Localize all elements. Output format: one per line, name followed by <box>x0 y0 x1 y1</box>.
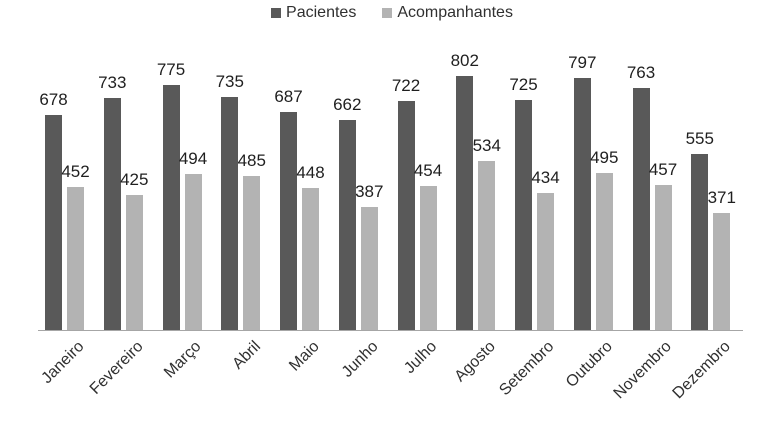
x-axis-label-agosto: Agosto <box>451 338 499 386</box>
value-label-pacientes-novembro: 763 <box>626 63 656 82</box>
bar-pacientes-fevereiro <box>103 98 121 330</box>
bar-acompanhantes-fevereiro <box>125 195 143 330</box>
bar-pacientes-agosto <box>456 76 474 330</box>
bar-acompanhantes-marco <box>184 174 202 330</box>
value-label-pacientes-fevereiro: 733 <box>98 73 127 92</box>
value-label-acompanhantes-abril: 485 <box>237 151 266 170</box>
bar-pacientes-dezembro <box>691 154 709 330</box>
value-label-acompanhantes-marco: 494 <box>178 149 208 168</box>
x-axis-label-dezembro: Dezembro <box>669 338 734 403</box>
x-axis-label-julho: Julho <box>400 338 440 378</box>
value-label-pacientes-janeiro: 678 <box>39 90 68 109</box>
bar-acompanhantes-julho <box>419 186 437 330</box>
bar-pacientes-outubro <box>573 78 591 330</box>
value-label-pacientes-julho: 722 <box>391 76 421 95</box>
bar-pacientes-setembro <box>515 100 532 330</box>
x-axis-line <box>38 330 743 331</box>
x-axis-label-outubro: Outubro <box>563 338 617 391</box>
bar-pacientes-marco <box>162 85 180 330</box>
value-label-pacientes-junho: 662 <box>333 95 362 114</box>
x-axis-label-fevereiro: Fevereiro <box>86 338 147 398</box>
bar-acompanhantes-novembro <box>654 185 672 330</box>
value-label-acompanhantes-novembro: 457 <box>648 160 678 179</box>
value-label-pacientes-maio: 687 <box>274 87 303 106</box>
legend-swatch-acompanhantes-icon <box>382 8 393 18</box>
bar-acompanhantes-setembro <box>537 193 554 330</box>
value-label-acompanhantes-junho: 387 <box>355 182 384 201</box>
value-label-pacientes-marco: 775 <box>156 60 186 79</box>
bar-acompanhantes-agosto <box>478 161 496 330</box>
bar-pacientes-janeiro <box>45 115 62 330</box>
bar-acompanhantes-outubro <box>595 173 613 330</box>
value-label-pacientes-abril: 735 <box>215 72 244 91</box>
chart-legend: Pacientes Acompanhantes <box>0 3 784 23</box>
legend-label-acompanhantes: Acompanhantes <box>397 4 513 21</box>
bar-acompanhantes-maio <box>302 188 319 330</box>
bar-pacientes-julho <box>397 101 415 330</box>
bar-acompanhantes-janeiro <box>67 187 84 330</box>
legend-label-pacientes: Pacientes <box>286 4 357 21</box>
x-axis-label-marco: Março <box>161 338 205 382</box>
value-label-acompanhantes-setembro: 434 <box>531 168 560 187</box>
bar-acompanhantes-abril <box>243 176 261 330</box>
value-label-pacientes-agosto: 802 <box>450 51 479 70</box>
value-label-acompanhantes-maio: 448 <box>296 163 325 182</box>
value-label-acompanhantes-dezembro: 371 <box>707 188 736 207</box>
bar-pacientes-novembro <box>632 88 650 330</box>
x-axis-label-junho: Junho <box>338 338 382 381</box>
x-axis-label-maio: Maio <box>285 338 323 375</box>
value-label-pacientes-outubro: 797 <box>568 53 597 72</box>
value-label-pacientes-dezembro: 555 <box>685 129 714 148</box>
bar-pacientes-junho <box>338 120 356 330</box>
bar-pacientes-maio <box>280 112 297 330</box>
legend-item-pacientes: Pacientes <box>271 3 356 23</box>
value-label-acompanhantes-janeiro: 452 <box>61 162 90 181</box>
value-label-acompanhantes-julho: 454 <box>413 161 443 180</box>
x-axis-label-novembro: Novembro <box>610 338 675 403</box>
x-axis-label-abril: Abril <box>228 338 264 373</box>
x-axis-label-setembro: Setembro <box>496 338 558 400</box>
legend-item-acompanhantes: Acompanhantes <box>382 3 513 23</box>
bar-acompanhantes-dezembro <box>713 213 731 330</box>
legend-swatch-pacientes-icon <box>271 8 282 18</box>
value-label-acompanhantes-agosto: 534 <box>472 136 501 155</box>
value-label-acompanhantes-fevereiro: 425 <box>120 170 149 189</box>
bar-acompanhantes-junho <box>360 207 378 330</box>
bar-pacientes-abril <box>221 97 239 330</box>
value-label-pacientes-setembro: 725 <box>509 75 538 94</box>
value-label-acompanhantes-outubro: 495 <box>590 148 619 167</box>
x-axis-label-janeiro: Janeiro <box>38 338 88 388</box>
